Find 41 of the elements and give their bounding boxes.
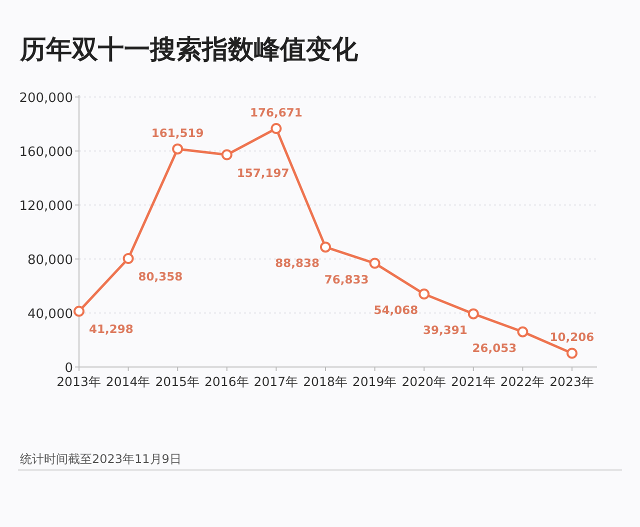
data-label: 80,358 [138,270,183,284]
x-tick-label: 2016年 [204,374,250,389]
x-tick-label: 2015年 [155,374,200,389]
data-label: 10,206 [550,330,594,344]
data-label: 161,519 [151,126,204,140]
x-tick-label: 2013年 [56,374,102,389]
y-tick-label: 0 [64,361,73,376]
y-tick-label: 200,000 [19,91,73,106]
data-label: 157,197 [236,166,290,180]
data-label: 176,671 [250,105,302,120]
data-label: 88,838 [275,256,320,270]
chart-title: 历年双十一搜索指数峰值变化 [19,35,359,65]
y-tick-label: 120,000 [19,199,73,214]
point [221,149,232,160]
x-tick-label: 2022年 [500,374,546,389]
y-tick-label: 160,000 [19,145,73,160]
point [122,253,134,264]
point [566,348,578,359]
y-tick-label: 80,000 [28,253,73,268]
x-tick-label: 2019年 [352,374,398,389]
point [418,288,430,300]
x-tick-label: 2014年 [106,374,151,389]
x-tick-label: 2021年 [450,374,496,389]
data-label: 54,068 [374,303,418,318]
point [517,326,528,338]
x-tick-label: 2020年 [402,374,447,389]
data-label: 76,833 [324,272,369,286]
x-tick-label: 2023年 [550,374,594,389]
data-label: 41,298 [89,322,134,336]
point [270,122,282,134]
text: 统计时间截至2023年11月9日 [20,452,182,466]
point [172,143,184,154]
point [369,258,380,269]
point [468,308,479,320]
x-tick-label: 2018年 [303,374,348,389]
data-label: 39,391 [423,322,468,337]
point [74,306,84,317]
x-tick-label: 2017年 [254,374,299,389]
point [320,242,331,253]
data-label: 26,053 [472,340,517,355]
y-tick-label: 40,000 [28,307,73,322]
